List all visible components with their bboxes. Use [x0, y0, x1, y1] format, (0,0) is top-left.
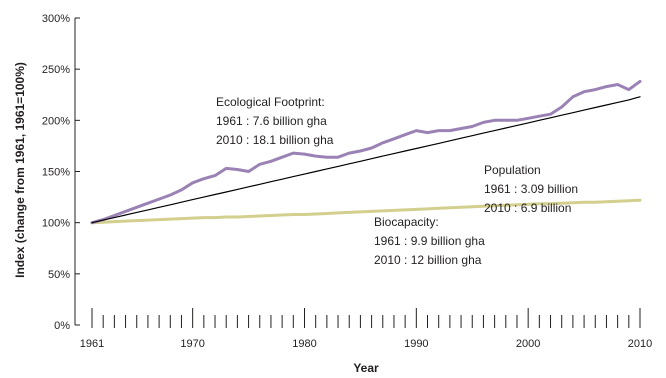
- y-tick-label: 250%: [42, 64, 70, 76]
- population-annotation: 1961 : 3.09 billion: [484, 182, 578, 196]
- population-annotation: 2010 : 6.9 billion: [484, 201, 571, 215]
- series-layer: [90, 79, 642, 225]
- x-tick-label: 1990: [404, 338, 428, 350]
- ecological-footprint-annotation: 2010 : 18.1 billion gha: [216, 133, 334, 147]
- biocapacity-annotation: 1961 : 9.9 billion gha: [374, 234, 485, 248]
- y-tick-label: 100%: [42, 218, 70, 230]
- biocapacity-annotation: 2010 : 12 billion gha: [374, 253, 482, 267]
- y-tick-label: 200%: [42, 115, 70, 127]
- ecological-footprint-line: [90, 79, 642, 225]
- population-line: [91, 96, 641, 224]
- x-axis-title: Year: [353, 361, 379, 375]
- x-tick-label: 1961: [80, 338, 104, 350]
- x-tick-label: 1970: [180, 338, 204, 350]
- biocapacity-line: [90, 198, 642, 225]
- x-tick-label: 2000: [516, 338, 540, 350]
- x-tick-label: 1980: [292, 338, 316, 350]
- y-tick-label: 300%: [42, 13, 70, 25]
- population-annotation: Population: [484, 163, 541, 177]
- y-tick-label: 150%: [42, 167, 70, 179]
- y-axis-title: Index (change from 1961, 1961=100%): [13, 62, 27, 278]
- ecological-footprint-annotation: Ecological Footprint:: [216, 95, 325, 109]
- x-tick-label: 2010: [628, 338, 652, 350]
- y-tick-label: 0%: [54, 320, 70, 332]
- ecological-footprint-annotation: 1961 : 7.6 billion gha: [216, 114, 327, 128]
- biocapacity-annotation: Biocapacity:: [374, 215, 439, 229]
- y-tick-label: 50%: [48, 269, 70, 281]
- annotation-layer: Ecological Footprint: 1961 : 7.6 billion …: [216, 95, 578, 267]
- axes: 0% 50% 100% 150% 200% 250% 300% 1961 1970 1980 199…: [42, 13, 652, 350]
